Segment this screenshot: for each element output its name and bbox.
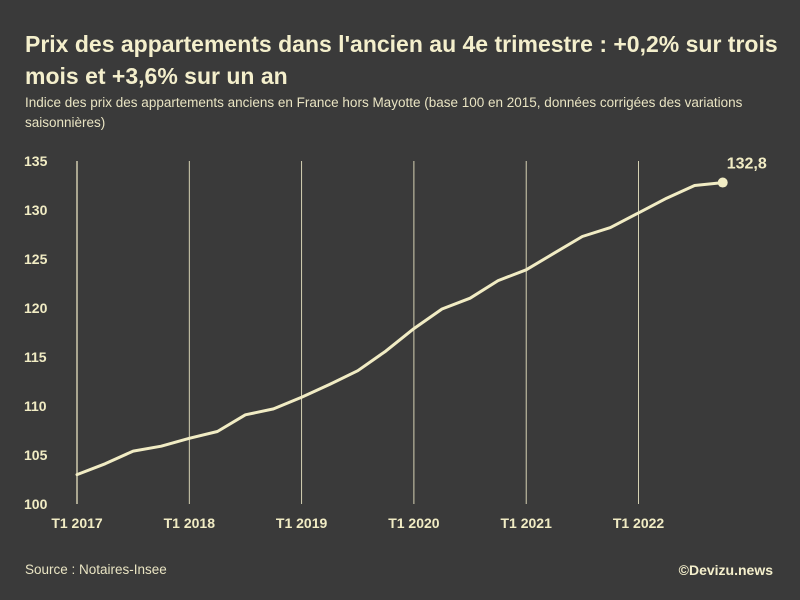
y-tick-label: 105 — [24, 447, 48, 463]
chart-subtitle: Indice des prix des appartements anciens… — [25, 95, 743, 130]
y-tick-label: 120 — [24, 300, 48, 316]
x-tick-label: T1 2022 — [613, 515, 665, 531]
y-tick-label: 110 — [24, 398, 47, 414]
end-value-label: 132,8 — [727, 156, 767, 173]
chart-title: Prix des appartements dans l'ancien au 4… — [25, 31, 778, 89]
x-tick-label: T1 2020 — [388, 515, 440, 531]
end-point-marker — [717, 177, 728, 188]
y-tick-label: 100 — [24, 496, 48, 512]
credit-logo: ©Devizu.news — [678, 562, 773, 578]
y-tick-label: 130 — [24, 202, 48, 218]
y-tick-label: 125 — [24, 251, 48, 267]
y-tick-label: 135 — [24, 153, 48, 169]
line-chart: 100 105 110 115 120 125 130 135 T1 2017 T1 2018 T1… — [24, 153, 767, 531]
source-note: Source : Notaires-Insee — [25, 562, 167, 577]
y-tick-label: 115 — [24, 349, 47, 365]
x-tick-label: T1 2019 — [276, 515, 328, 531]
x-tick-label: T1 2021 — [501, 515, 553, 531]
x-tick-label: T1 2017 — [51, 515, 103, 531]
series-line — [75, 181, 725, 477]
x-tick-label: T1 2018 — [164, 515, 216, 531]
